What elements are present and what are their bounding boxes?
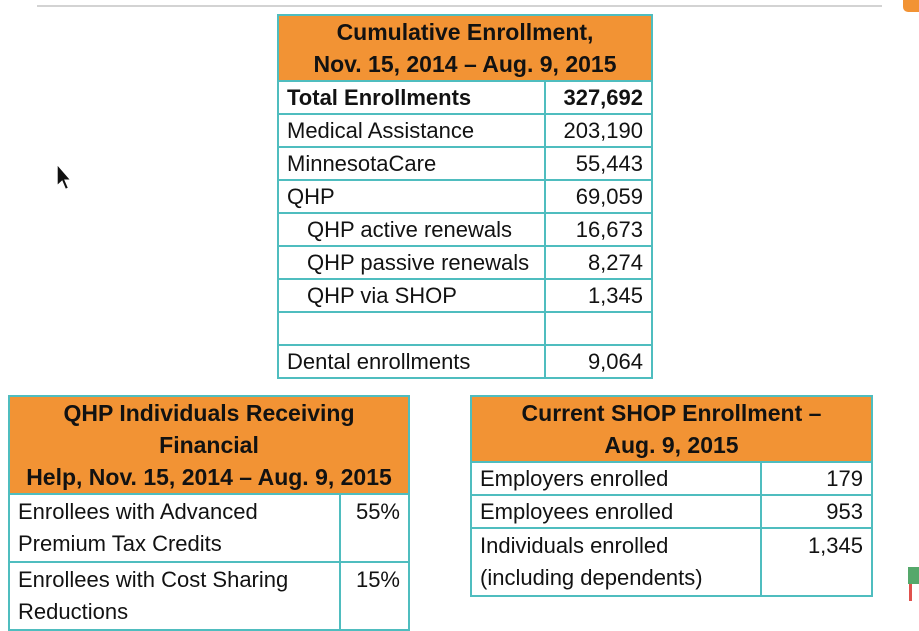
title-line-2: Nov. 15, 2014 – Aug. 9, 2015: [313, 51, 617, 77]
clipped-red-accent: [909, 584, 912, 601]
table-row: MinnesotaCare 55,443: [277, 146, 653, 181]
row-value: 55,443: [544, 146, 653, 181]
row-label: [277, 311, 546, 346]
mouse-cursor-icon: [56, 163, 72, 191]
row-label: Individuals enrolled (including dependen…: [470, 527, 762, 597]
row-value: 203,190: [544, 113, 653, 148]
table-row: Individuals enrolled (including dependen…: [470, 527, 873, 597]
row-label: Employers enrolled: [470, 461, 762, 496]
top-divider-rule: [37, 5, 882, 7]
row-value: 327,692: [544, 80, 653, 115]
table-financial-help: QHP Individuals Receiving Financial Help…: [8, 395, 410, 631]
table-row: Enrollees with Cost Sharing Reductions 1…: [8, 561, 410, 631]
row-value: 55%: [339, 493, 410, 563]
row-label: QHP: [277, 179, 546, 214]
table-row: Employees enrolled 953: [470, 494, 873, 529]
table-row: Employers enrolled 179: [470, 461, 873, 496]
row-value: 1,345: [760, 527, 873, 597]
title-line-1: Current SHOP Enrollment –: [521, 400, 822, 426]
title-line-1: QHP Individuals Receiving Financial: [63, 400, 355, 458]
row-label: QHP via SHOP: [277, 278, 546, 313]
row-label: Employees enrolled: [470, 494, 762, 529]
table-row: QHP 69,059: [277, 179, 653, 214]
title-line-1: Cumulative Enrollment,: [336, 19, 594, 45]
table-row: QHP active renewals 16,673: [277, 212, 653, 247]
table-row: Total Enrollments 327,692: [277, 80, 653, 115]
row-value: 1,345: [544, 278, 653, 313]
table-row: Dental enrollments 9,064: [277, 344, 653, 379]
table-row: QHP via SHOP 1,345: [277, 278, 653, 313]
table-shop-title: Current SHOP Enrollment – Aug. 9, 2015: [470, 395, 873, 463]
table-financial-help-title: QHP Individuals Receiving Financial Help…: [8, 395, 410, 495]
table-row-empty: [277, 311, 653, 346]
row-label: QHP active renewals: [277, 212, 546, 247]
row-label: Medical Assistance: [277, 113, 546, 148]
table-cumulative-enrollment: Cumulative Enrollment, Nov. 15, 2014 – A…: [277, 14, 653, 379]
clipped-green-accent: [908, 567, 919, 584]
table-cumulative-title: Cumulative Enrollment, Nov. 15, 2014 – A…: [277, 14, 653, 82]
row-value: [544, 311, 653, 346]
table-row: Medical Assistance 203,190: [277, 113, 653, 148]
row-label: Enrollees with Advanced Premium Tax Cred…: [8, 493, 341, 563]
table-shop-enrollment: Current SHOP Enrollment – Aug. 9, 2015 E…: [470, 395, 873, 597]
row-label: Enrollees with Cost Sharing Reductions: [8, 561, 341, 631]
row-value: 8,274: [544, 245, 653, 280]
table-row: Enrollees with Advanced Premium Tax Cred…: [8, 493, 410, 563]
row-label: Total Enrollments: [277, 80, 546, 115]
row-value: 16,673: [544, 212, 653, 247]
row-label: Dental enrollments: [277, 344, 546, 379]
row-label: MinnesotaCare: [277, 146, 546, 181]
row-value: 9,064: [544, 344, 653, 379]
row-value: 953: [760, 494, 873, 529]
row-label: QHP passive renewals: [277, 245, 546, 280]
row-value: 69,059: [544, 179, 653, 214]
row-value: 15%: [339, 561, 410, 631]
table-row: QHP passive renewals 8,274: [277, 245, 653, 280]
corner-logo-icon: [903, 0, 919, 12]
title-line-2: Help, Nov. 15, 2014 – Aug. 9, 2015: [26, 464, 392, 490]
title-line-2: Aug. 9, 2015: [604, 432, 739, 458]
row-value: 179: [760, 461, 873, 496]
